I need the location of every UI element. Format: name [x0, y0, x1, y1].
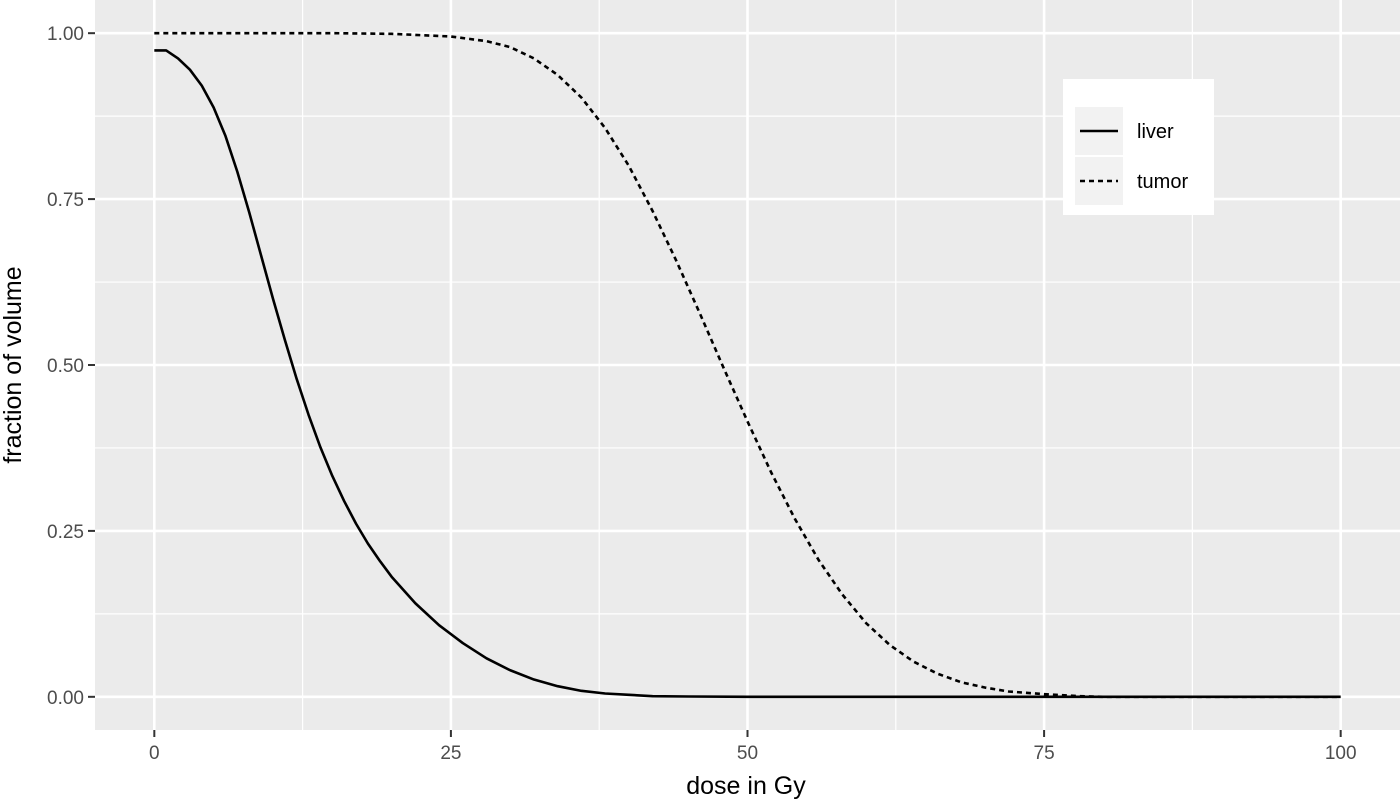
series-line-tumor: [154, 31, 1341, 699]
legend-label-tumor: tumor: [1137, 171, 1188, 193]
axis-ticks: 0 25 50 75 100 0.00 0.25 0.50 0.75 1.00: [47, 24, 1357, 764]
legend: liver tumor: [1063, 79, 1214, 215]
x-tick-label: 25: [440, 743, 461, 764]
y-tick-label: 0.00: [47, 688, 84, 709]
x-tick-label: 0: [149, 743, 160, 764]
y-tick-label: 1.00: [47, 24, 84, 45]
x-tick-label: 75: [1034, 743, 1055, 764]
y-tick-label: 0.25: [47, 522, 84, 543]
y-tick-label: 0.75: [47, 190, 84, 211]
x-axis-title: dose in Gy: [686, 772, 806, 800]
series-line-liver: [154, 49, 1341, 699]
legend-label-liver: liver: [1137, 121, 1174, 143]
x-tick-label: 50: [737, 743, 758, 764]
y-axis-title: fraction of volume: [0, 266, 27, 463]
x-tick-label: 100: [1325, 743, 1357, 764]
series-layer: [154, 31, 1341, 699]
y-tick-label: 0.50: [47, 356, 84, 377]
